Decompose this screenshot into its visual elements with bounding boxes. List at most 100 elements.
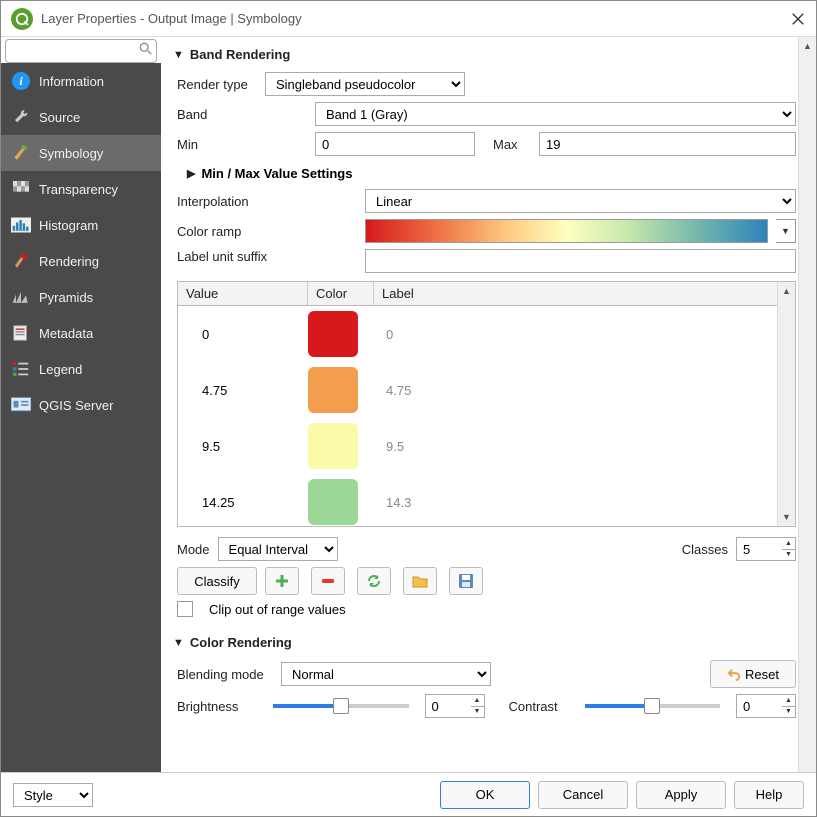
contrast-slider[interactable] (585, 704, 721, 708)
cell-color[interactable] (308, 311, 374, 357)
plus-icon (274, 573, 290, 589)
spin-up-icon[interactable]: ▲ (782, 695, 795, 707)
info-icon: i (11, 71, 31, 91)
sidebar-nav: i Information Source Symbology Transpare… (1, 63, 161, 772)
scroll-up-icon[interactable]: ▲ (778, 282, 795, 300)
spin-up-icon[interactable]: ▲ (782, 538, 795, 550)
interpolation-label: Interpolation (177, 194, 357, 209)
qgis-logo-icon (11, 8, 33, 30)
table-header-value[interactable]: Value (178, 282, 308, 305)
classes-input[interactable] (736, 537, 782, 561)
scroll-down-icon[interactable]: ▼ (778, 508, 795, 526)
sidebar-item-label: Transparency (39, 182, 118, 197)
spin-up-icon[interactable]: ▲ (471, 695, 484, 707)
save-button[interactable] (449, 567, 483, 595)
sidebar-item-histogram[interactable]: Histogram (1, 207, 161, 243)
section-title: Band Rendering (190, 47, 290, 62)
brightness-label: Brightness (177, 699, 257, 714)
classify-button[interactable]: Classify (177, 567, 257, 595)
sidebar-item-information[interactable]: i Information (1, 63, 161, 99)
label-suffix-input[interactable] (365, 249, 796, 273)
color-rendering-header[interactable]: ▼ Color Rendering (173, 635, 796, 650)
brightness-slider[interactable] (273, 704, 409, 708)
chevron-down-icon: ▼ (173, 49, 184, 61)
table-header-label[interactable]: Label (374, 282, 795, 305)
render-type-select[interactable]: Singleband pseudocolor (265, 72, 465, 96)
sidebar-item-metadata[interactable]: Metadata (1, 315, 161, 351)
spin-down-icon[interactable]: ▼ (782, 707, 795, 718)
remove-class-button[interactable] (311, 567, 345, 595)
sidebar-item-label: Symbology (39, 146, 103, 161)
blending-select[interactable]: Normal (281, 662, 491, 686)
reset-button[interactable]: Reset (710, 660, 796, 688)
cell-label: 0 (374, 327, 795, 342)
sidebar-item-label: Information (39, 74, 104, 89)
cell-color[interactable] (308, 423, 374, 469)
sidebar-item-transparency[interactable]: Transparency (1, 171, 161, 207)
clip-checkbox[interactable] (177, 601, 193, 617)
titlebar: Layer Properties - Output Image | Symbol… (1, 1, 816, 37)
help-button[interactable]: Help (734, 781, 804, 809)
sidebar-search-input[interactable] (5, 39, 157, 63)
cell-value: 0 (178, 327, 308, 342)
undo-icon (727, 667, 741, 681)
refresh-button[interactable] (357, 567, 391, 595)
cell-color[interactable] (308, 367, 374, 413)
sidebar-item-label: Source (39, 110, 80, 125)
brightness-spinner[interactable]: ▲▼ (471, 694, 485, 718)
table-header-color[interactable]: Color (308, 282, 374, 305)
table-scrollbar[interactable]: ▲ ▼ (777, 282, 795, 526)
paintbrush-icon (11, 251, 31, 271)
contrast-spinner[interactable]: ▲▼ (782, 694, 796, 718)
content-panel: ▼ Band Rendering Render type Singleband … (161, 37, 816, 772)
section-title: Color Rendering (190, 635, 292, 650)
sidebar-item-symbology[interactable]: Symbology (1, 135, 161, 171)
server-icon (11, 395, 31, 415)
add-class-button[interactable] (265, 567, 299, 595)
folder-icon (412, 574, 428, 588)
table-row[interactable]: 9.59.5 (178, 418, 795, 474)
cell-color[interactable] (308, 479, 374, 525)
mode-select[interactable]: Equal Interval (218, 537, 338, 561)
table-row[interactable]: 4.754.75 (178, 362, 795, 418)
sidebar-item-qgis-server[interactable]: QGIS Server (1, 387, 161, 423)
interpolation-select[interactable]: Linear (365, 189, 796, 213)
scroll-up-icon[interactable]: ▲ (799, 37, 816, 55)
min-input[interactable] (315, 132, 475, 156)
search-icon (139, 42, 153, 56)
sidebar-item-rendering[interactable]: Rendering (1, 243, 161, 279)
sidebar-item-label: Rendering (39, 254, 99, 269)
sidebar-item-pyramids[interactable]: Pyramids (1, 279, 161, 315)
color-ramp-preview[interactable] (365, 219, 768, 243)
style-select[interactable]: Style (13, 783, 93, 807)
ok-button[interactable]: OK (440, 781, 530, 809)
contrast-input[interactable] (736, 694, 782, 718)
classes-spinner[interactable]: ▲▼ (782, 537, 796, 561)
sidebar-item-source[interactable]: Source (1, 99, 161, 135)
content-scrollbar[interactable]: ▲ (798, 37, 816, 772)
cell-label: 9.5 (374, 439, 795, 454)
chevron-right-icon: ▶ (187, 167, 195, 180)
close-button[interactable] (790, 11, 806, 27)
band-label: Band (177, 107, 307, 122)
sidebar-item-legend[interactable]: Legend (1, 351, 161, 387)
cancel-button[interactable]: Cancel (538, 781, 628, 809)
spin-down-icon[interactable]: ▼ (471, 707, 484, 718)
table-row[interactable]: 14.2514.3 (178, 474, 795, 526)
transparency-icon (11, 179, 31, 199)
blending-label: Blending mode (177, 667, 273, 682)
minus-icon (320, 573, 336, 589)
spin-down-icon[interactable]: ▼ (782, 550, 795, 561)
apply-button[interactable]: Apply (636, 781, 726, 809)
color-ramp-label: Color ramp (177, 224, 357, 239)
open-folder-button[interactable] (403, 567, 437, 595)
brightness-input[interactable] (425, 694, 471, 718)
band-rendering-header[interactable]: ▼ Band Rendering (173, 47, 796, 62)
band-select[interactable]: Band 1 (Gray) (315, 102, 796, 126)
max-input[interactable] (539, 132, 796, 156)
table-row[interactable]: 00 (178, 306, 795, 362)
metadata-icon (11, 323, 31, 343)
color-ramp-dropdown[interactable]: ▼ (776, 219, 796, 243)
legend-icon (11, 359, 31, 379)
minmax-settings-header[interactable]: ▶ Min / Max Value Settings (187, 166, 796, 181)
